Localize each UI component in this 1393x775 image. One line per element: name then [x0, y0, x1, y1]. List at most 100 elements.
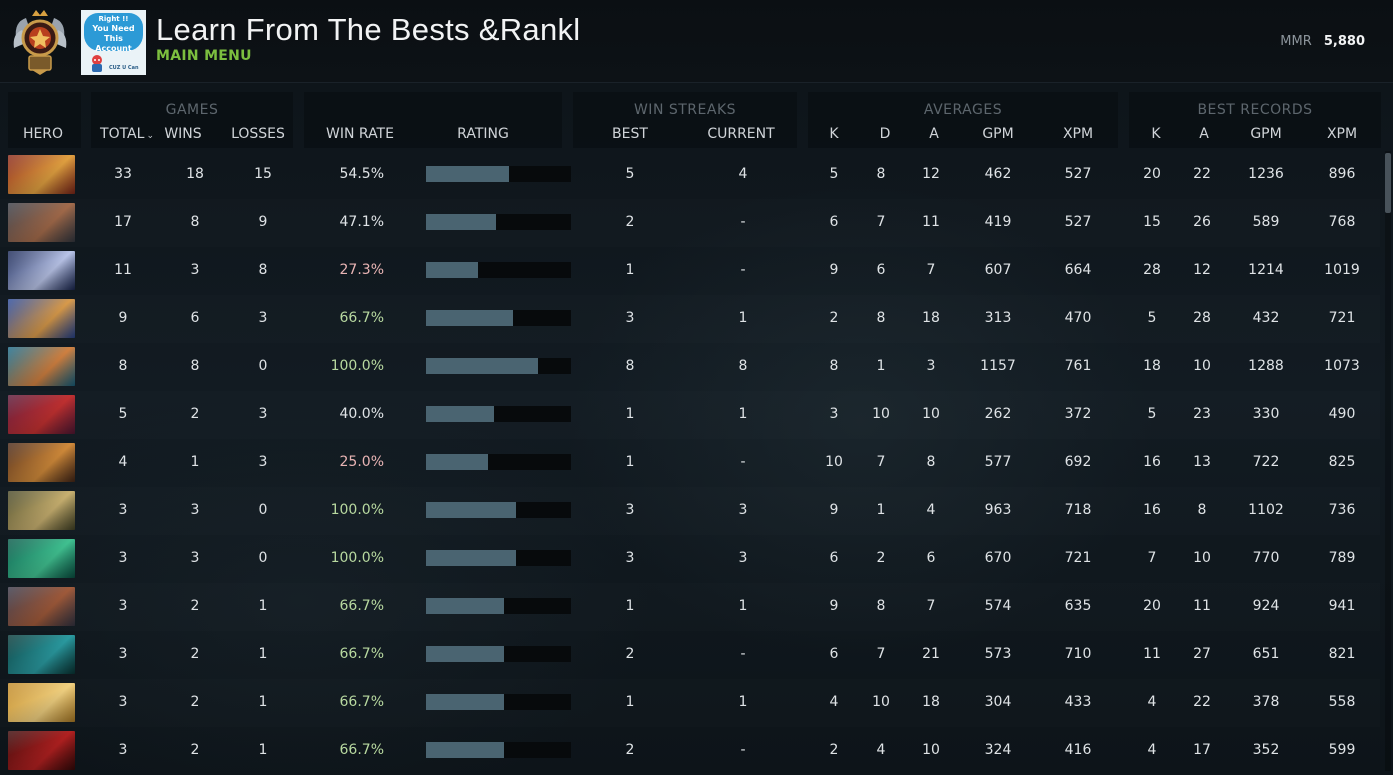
table-row[interactable]: 9 6 3 3 1 2 8 18 313 470 5 28 432 721 66.7%: [0, 295, 1380, 343]
cell-best-assists: 8: [1197, 502, 1207, 518]
cell-best-streak: 2: [625, 646, 635, 662]
cell-total: 3: [118, 550, 128, 566]
column-rating[interactable]: RATING: [457, 126, 509, 142]
mmr-value: 5,880: [1323, 34, 1365, 49]
hero-portrait[interactable]: [8, 395, 75, 434]
column-avg-xpm[interactable]: XPM: [1062, 126, 1094, 142]
win-streaks-group-label: WIN STREAKS: [633, 102, 737, 118]
table-row[interactable]: 8 8 0 8 8 8 1 3 1157 761 18 10 1288 1073 100.0%: [0, 343, 1380, 391]
cell-current-streak: -: [740, 262, 746, 278]
cell-win-rate: 47.1%: [339, 214, 384, 230]
cell-avg-xpm: 372: [1064, 406, 1092, 422]
cell-avg-kills: 2: [829, 742, 839, 758]
cell-avg-xpm: 527: [1064, 214, 1092, 230]
hero-portrait[interactable]: [8, 731, 75, 770]
cell-best-assists: 28: [1193, 310, 1211, 326]
column-total[interactable]: TOTAL ⌄: [94, 126, 160, 142]
cell-wins: 2: [190, 646, 200, 662]
cell-best-kills: 5: [1147, 406, 1157, 422]
column-best-kills[interactable]: K: [1151, 126, 1161, 142]
cell-best-gpm: 330: [1252, 406, 1280, 422]
cell-best-kills: 15: [1143, 214, 1161, 230]
table-row[interactable]: 3 2 1 2-6 7 21 573 710 11 27 651 821 66.7%: [0, 631, 1380, 679]
table-row[interactable]: 33 18 15 5 4 5 8 12 462 527 20 22 1236 896 54.5%: [0, 151, 1380, 199]
hero-portrait[interactable]: [8, 299, 75, 338]
column-best-streak[interactable]: BEST: [612, 126, 648, 142]
cell-avg-gpm: 304: [984, 694, 1012, 710]
rating-bar-fill: [426, 262, 479, 278]
cell-current-streak: 8: [738, 358, 748, 374]
hero-portrait[interactable]: [8, 251, 75, 290]
column-best-assists[interactable]: A: [1199, 126, 1209, 142]
cell-avg-kills: 5: [829, 166, 839, 182]
column-avg-kills[interactable]: K: [829, 126, 839, 142]
cell-current-streak: 3: [738, 550, 748, 566]
cell-avg-deaths: 7: [876, 214, 886, 230]
column-avg-gpm[interactable]: GPM: [982, 126, 1014, 142]
table-row[interactable]: 3 2 1 2 - 2 4 10 324 416 4 17 352 599 66.7%: [0, 727, 1380, 775]
column-wins[interactable]: WINS: [164, 126, 202, 142]
table-row[interactable]: 3 3 0 3 3 9 1 4 963 718 16 8 1102 736 100.0%: [0, 487, 1380, 535]
averages-group-label: AVERAGES: [923, 102, 1003, 118]
rating-bar-fill: [426, 214, 496, 230]
column-avg-assists[interactable]: A: [929, 126, 939, 142]
cell-avg-kills: 2: [829, 310, 839, 326]
cell-total: 17: [114, 214, 132, 230]
cell-best-kills: 20: [1143, 166, 1161, 182]
table-row[interactable]: 4 1 3 1-10 7 8 577 692 16 13 722 825 25.0%: [0, 439, 1380, 487]
promo-line3: Account: [95, 44, 132, 53]
column-best-xpm[interactable]: XPM: [1326, 126, 1358, 142]
cell-avg-deaths: 7: [876, 646, 886, 662]
hero-portrait[interactable]: [8, 155, 75, 194]
hero-portrait[interactable]: [8, 347, 75, 386]
table-row[interactable]: 5 2 3 1 1 3 10 10 262 372 5 23 330 490 40.0%: [0, 391, 1380, 439]
column-avg-deaths[interactable]: D: [879, 126, 891, 142]
cell-losses: 3: [258, 310, 268, 326]
cell-best-kills: 7: [1147, 550, 1157, 566]
cell-wins: 2: [190, 694, 200, 710]
rating-group-box: [304, 92, 562, 148]
averages-group-box: [808, 92, 1118, 148]
table-row[interactable]: 17 8 9 2 - 6 7 11 419 527 15 26 589 768 47.1%: [0, 199, 1380, 247]
cell-avg-xpm: 710: [1064, 646, 1092, 662]
cell-losses: 0: [258, 358, 268, 374]
cell-best-assists: 22: [1193, 694, 1211, 710]
column-best-gpm[interactable]: GPM: [1250, 126, 1282, 142]
column-win-rate[interactable]: WIN RATE: [326, 126, 394, 142]
column-hero[interactable]: HERO: [22, 126, 64, 142]
mmr-label: MMR: [1280, 34, 1312, 49]
hero-portrait[interactable]: [8, 203, 75, 242]
rating-bar: [426, 358, 571, 374]
scrollbar[interactable]: [1385, 151, 1391, 771]
table-row[interactable]: 11 3 8 1 - 9 6 7 607 664 28 12 1214 1019 27.3%: [0, 247, 1380, 295]
column-current-streak[interactable]: CURRENT: [707, 126, 775, 142]
cell-best-xpm: 1019: [1324, 262, 1360, 278]
cell-avg-gpm: 607: [984, 262, 1012, 278]
cell-avg-kills: 4: [829, 694, 839, 710]
cell-avg-assists: 12: [922, 166, 940, 182]
hero-portrait[interactable]: [8, 491, 75, 530]
main-menu-link[interactable]: MAIN MENU: [156, 48, 252, 64]
cell-total: 3: [118, 742, 128, 758]
hero-portrait[interactable]: [8, 683, 75, 722]
rating-bar: [426, 550, 571, 566]
hero-portrait[interactable]: [8, 539, 75, 578]
cell-win-rate: 100.0%: [330, 358, 384, 374]
rank-medal-icon: [13, 10, 67, 75]
cell-avg-xpm: 635: [1064, 598, 1092, 614]
cell-avg-deaths: 8: [876, 598, 886, 614]
table-row[interactable]: 3 2 1 1 1 4 10 18 304 433 4 22 378 558 66.7%: [0, 679, 1380, 727]
hero-portrait[interactable]: [8, 635, 75, 674]
column-losses[interactable]: LOSSES: [231, 126, 285, 142]
table-row[interactable]: 3 3 0 3 3 6 2 6 670 721 7 10 770 789 100.0%: [0, 535, 1380, 583]
promo-banner[interactable]: Right !! You Need This Account CUZ U Can: [81, 10, 146, 75]
hero-portrait[interactable]: [8, 443, 75, 482]
scrollbar-thumb[interactable]: [1385, 153, 1391, 213]
cell-best-streak: 1: [625, 454, 635, 470]
cell-losses: 0: [258, 502, 268, 518]
table-row[interactable]: 3 2 1 1 1 9 8 7 574 635 20 11 924 941 66.7%: [0, 583, 1380, 631]
cell-best-xpm: 789: [1328, 550, 1356, 566]
page-title: Learn From The Bests &Rankl: [156, 12, 581, 47]
cell-best-assists: 11: [1193, 598, 1211, 614]
hero-portrait[interactable]: [8, 587, 75, 626]
